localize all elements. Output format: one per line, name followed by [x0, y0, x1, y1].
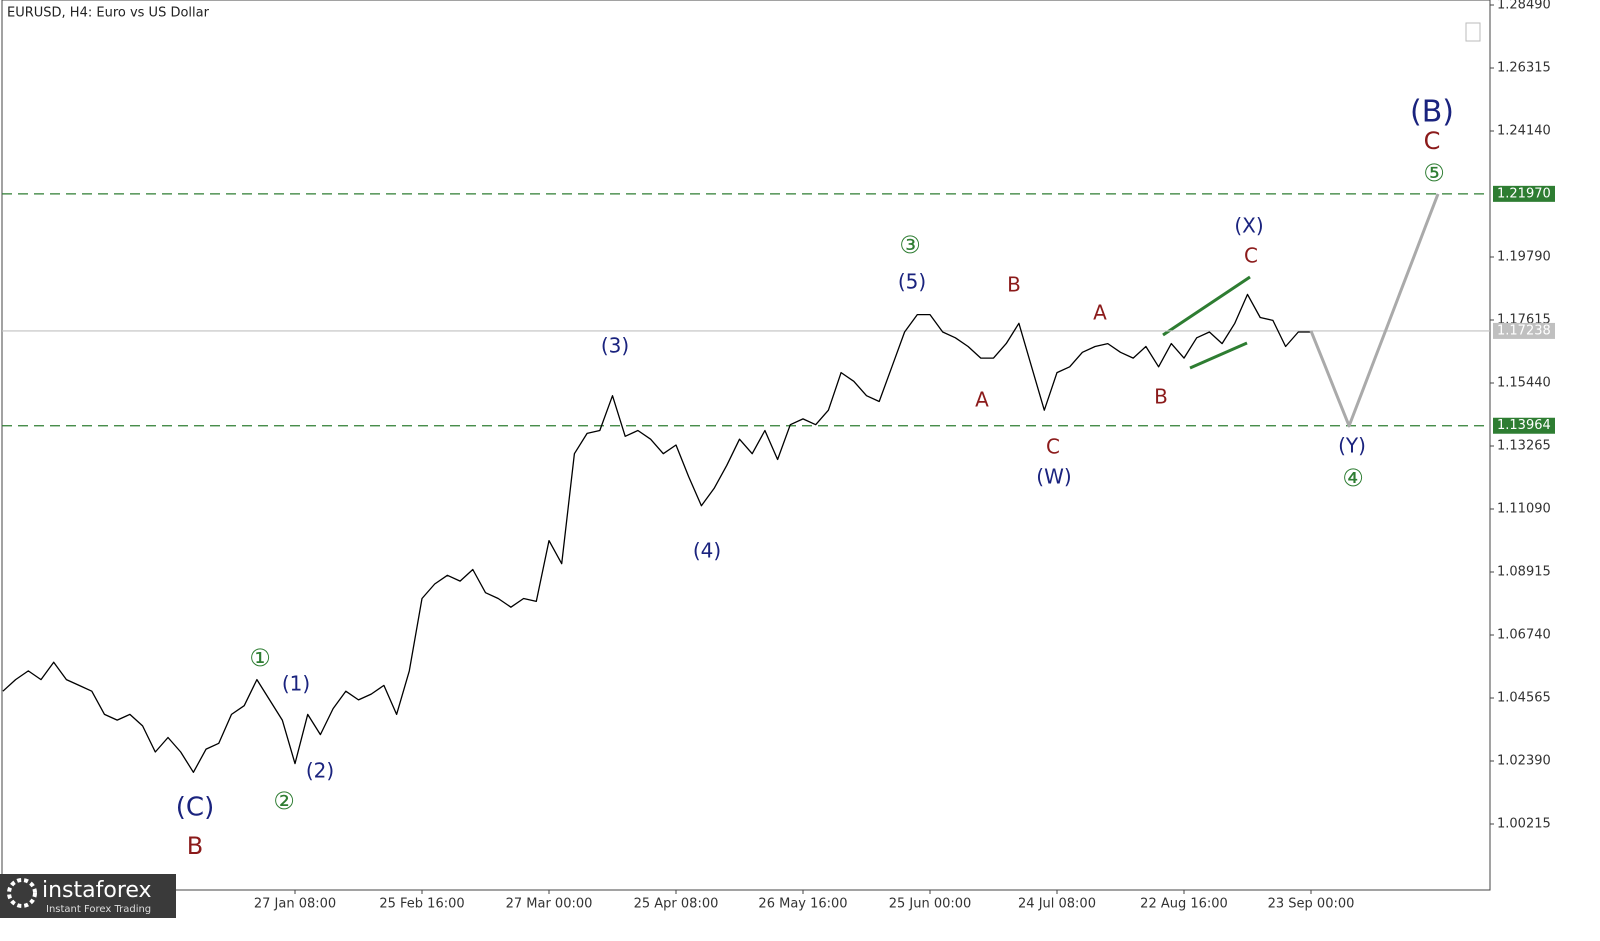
logo-name: instaforex: [42, 878, 152, 903]
plot-frame: [1, 0, 1491, 891]
level-label: 1.17238: [1497, 323, 1551, 338]
x-tick-label: 27 Jan 08:00: [254, 897, 336, 912]
y-tick-label: 1.13265: [1497, 438, 1551, 453]
wave-label: (1): [282, 672, 310, 696]
wave-label: B: [187, 832, 203, 860]
logo-tagline: Instant Forex Trading: [46, 904, 151, 915]
wave-label: ③: [899, 231, 921, 259]
wave-label: C: [1244, 244, 1258, 268]
marks: 1.284901.263151.241401.197901.176151.154…: [2, 0, 1555, 912]
wave-label: B: [1154, 385, 1168, 409]
wave-label: (4): [693, 539, 721, 563]
y-tick-label: 1.08915: [1497, 564, 1551, 579]
price-line: [1309, 193, 1440, 428]
x-tick-label: 26 May 16:00: [758, 897, 847, 912]
wave-label: ⑤: [1423, 159, 1445, 187]
logo-box: [0, 874, 176, 918]
wave-label: ②: [273, 787, 295, 815]
wave-label: (B): [1410, 95, 1454, 130]
level-label: 1.21970: [1497, 186, 1551, 201]
wave-label: (W): [1036, 465, 1071, 489]
wave-label: ①: [249, 644, 271, 672]
y-tick-label: 1.04565: [1497, 690, 1551, 705]
x-tick-label: 23 Sep 00:00: [1268, 897, 1355, 912]
y-tick-label: 1.19790: [1497, 249, 1551, 264]
x-tick-label: 22 Aug 16:00: [1140, 897, 1228, 912]
level-label-box: [1493, 417, 1555, 434]
x-tick-label: 25 Feb 16:00: [379, 897, 464, 912]
price-line: [2, 293, 1311, 773]
logo: instaforex Instant Forex Trading: [0, 874, 176, 918]
wave-label: ④: [1342, 464, 1364, 492]
wave-label: B: [1007, 273, 1021, 297]
level-label-box: [1493, 185, 1555, 202]
x-tick-label: 24 Jul 08:00: [1018, 897, 1096, 912]
y-tick-label: 1.24140: [1497, 123, 1551, 138]
wave-label: (5): [898, 270, 926, 294]
y-tick-label: 1.00215: [1497, 816, 1551, 831]
level-label-box: [1493, 322, 1555, 339]
wave-label: A: [975, 388, 989, 412]
y-tick-label: 1.06740: [1497, 627, 1551, 642]
wave-label: C: [1046, 435, 1060, 459]
y-tick-label: 1.28490: [1497, 0, 1551, 13]
y-tick-label: 1.26315: [1497, 60, 1551, 75]
toolbar-icon: [1465, 22, 1481, 42]
x-tick-label: 27 Mar 00:00: [506, 897, 593, 912]
x-tick-label: 25 Jun 00:00: [889, 897, 972, 912]
logo-icon: [7, 878, 37, 908]
wedge-line: [1162, 275, 1251, 337]
wave-label: (3): [601, 334, 629, 358]
wave-label: C: [1424, 127, 1441, 155]
wedge-line: [1189, 341, 1248, 370]
y-tick-label: 1.02390: [1497, 753, 1551, 768]
wave-label: (C): [176, 793, 214, 823]
x-tick-label: 25 Apr 08:00: [634, 897, 719, 912]
wave-label: (X): [1234, 214, 1263, 238]
level-label: 1.13964: [1497, 418, 1551, 433]
y-tick-label: 1.11090: [1497, 501, 1551, 516]
wave-label: (2): [306, 759, 334, 783]
wave-label: (Y): [1338, 434, 1366, 458]
wave-label: A: [1093, 301, 1107, 325]
chart-title: EURUSD, H4: Euro vs US Dollar: [7, 6, 210, 21]
y-tick-label: 1.15440: [1497, 375, 1551, 390]
